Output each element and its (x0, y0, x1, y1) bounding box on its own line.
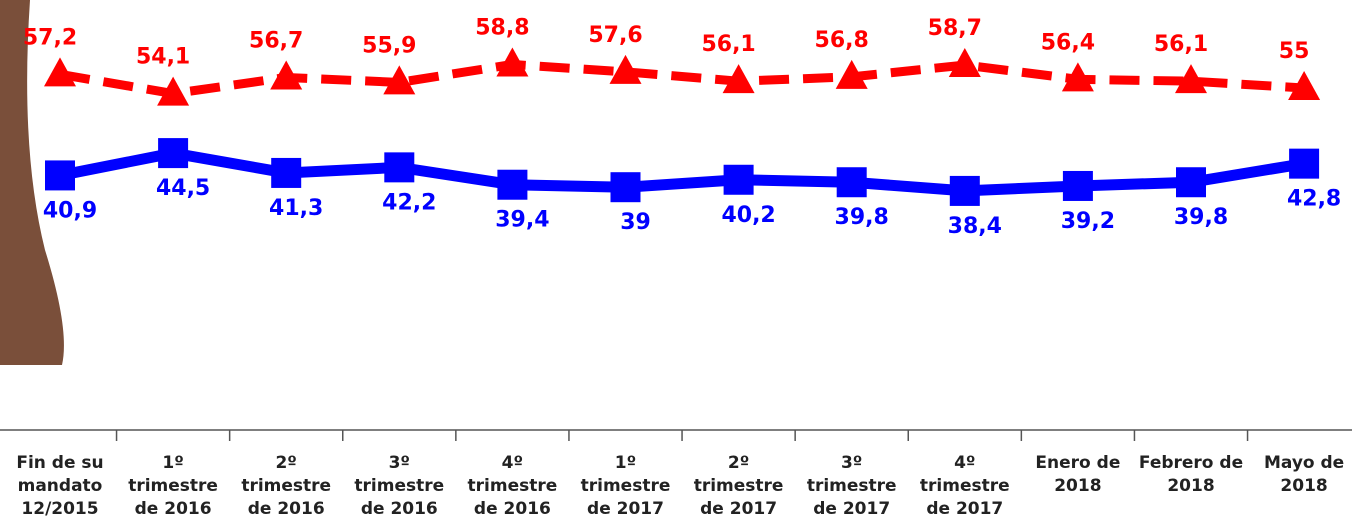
data-label: 57,2 (23, 25, 77, 50)
marker (1061, 62, 1094, 92)
marker (722, 64, 755, 94)
marker (44, 57, 76, 87)
marker (949, 175, 980, 206)
data-label: 39,8 (1174, 205, 1228, 230)
photo-edge (0, 0, 64, 365)
x-tick-label: 3º trimestre de 2017 (806, 453, 897, 519)
data-label: 55,9 (362, 33, 416, 58)
marker (835, 59, 868, 89)
data-label: 39,8 (835, 205, 889, 230)
x-tick-label: 1º trimestre de 2017 (580, 453, 671, 519)
x-tick-label: 1º trimestre de 2016 (128, 453, 218, 519)
marker (157, 76, 190, 106)
marker (948, 48, 981, 78)
data-label: 58,8 (475, 15, 529, 40)
data-label: 56,1 (1154, 32, 1208, 57)
data-label: 56,7 (249, 28, 303, 53)
marker (1288, 71, 1321, 100)
x-tick-label: 2º trimestre de 2017 (693, 453, 784, 519)
data-label: 58,7 (928, 16, 982, 41)
marker (1176, 167, 1206, 198)
data-label: 57,6 (588, 23, 642, 48)
data-label: 39 (620, 210, 651, 235)
data-label: 40,9 (43, 198, 97, 223)
marker (1175, 64, 1207, 94)
data-label: 38,4 (948, 214, 1002, 239)
x-tick-label: Mayo de 2018 (1263, 453, 1345, 496)
series-line (59, 59, 1305, 99)
x-tick-label: Fin de su mandato 12/2015 (16, 453, 104, 519)
data-label: 56,4 (1041, 30, 1095, 55)
marker (384, 152, 415, 183)
marker (271, 157, 302, 188)
data-label: 44,5 (156, 176, 210, 201)
marker (1289, 148, 1320, 179)
data-label: 39,2 (1061, 209, 1115, 234)
marker (383, 65, 416, 95)
marker (609, 54, 642, 84)
data-label: 42,8 (1287, 187, 1341, 212)
data-label: 56,1 (701, 32, 755, 57)
marker (158, 138, 189, 169)
x-tick-label: 4º trimestre de 2017 (919, 453, 1010, 519)
data-label: 39,4 (495, 208, 549, 233)
data-label: 54,1 (136, 45, 190, 70)
marker (496, 47, 529, 77)
x-tick-label: 2º trimestre de 2016 (241, 453, 332, 519)
data-label: 56,8 (815, 28, 869, 53)
data-label: 55 (1279, 39, 1310, 64)
marker (45, 160, 75, 191)
marker (497, 169, 528, 200)
x-tick-label: Enero de 2018 (1035, 453, 1121, 496)
data-label: 40,2 (721, 203, 775, 228)
marker (1062, 170, 1093, 201)
x-tick-label: 4º trimestre de 2016 (467, 453, 558, 519)
data-label: 41,3 (269, 196, 323, 221)
x-tick-label: 3º trimestre de 2016 (354, 453, 445, 519)
data-label: 42,2 (382, 190, 436, 215)
marker (836, 167, 867, 198)
marker (723, 164, 754, 195)
marker (270, 60, 303, 90)
x-tick-label: Febrero de 2018 (1138, 453, 1244, 496)
marker (610, 172, 641, 203)
series-line (58, 147, 1305, 197)
